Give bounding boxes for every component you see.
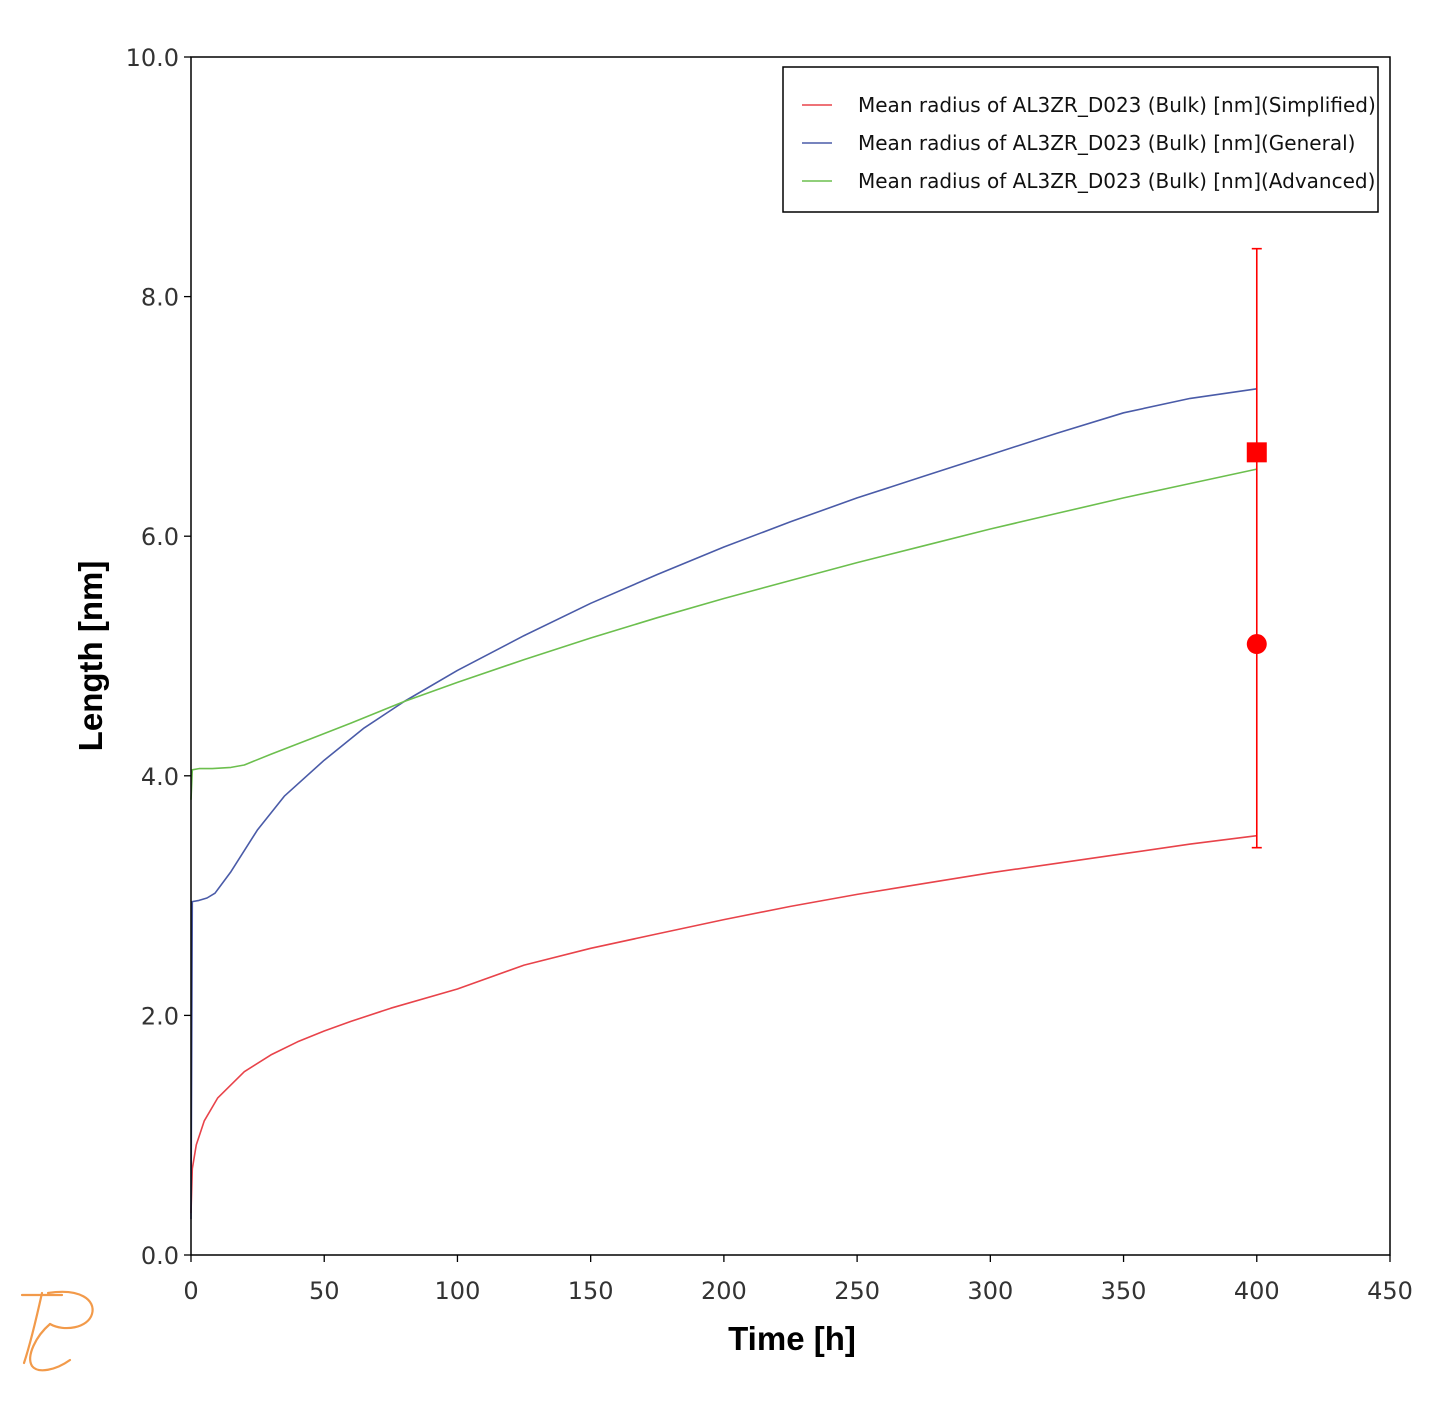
x-tick-label: 0	[183, 1277, 198, 1305]
legend-label: Mean radius of AL3ZR_D023 (Bulk) [nm](Ad…	[858, 169, 1375, 193]
x-tick-label: 250	[834, 1277, 880, 1305]
series-line-2	[190, 468, 1257, 800]
legend-label: Mean radius of AL3ZR_D023 (Bulk) [nm](Ge…	[858, 131, 1355, 155]
x-tick-label: 350	[1101, 1277, 1147, 1305]
thermo-calc-logo-icon	[20, 1290, 94, 1372]
legend-label: Mean radius of AL3ZR_D023 (Bulk) [nm](Si…	[858, 93, 1376, 117]
axes: 0 50 100 150 200 250 300 350 400 450 0.0 2.0 4.0 6.0 8…	[126, 44, 1413, 1305]
series-line-0	[190, 834, 1257, 1214]
y-tick-label: 0.0	[141, 1242, 179, 1270]
x-tick-label: 400	[1234, 1277, 1280, 1305]
plot-area	[190, 247, 1267, 1220]
data-point-circle	[1246, 634, 1267, 655]
y-tick-label: 10.0	[126, 44, 179, 72]
x-tick-label: 50	[309, 1277, 340, 1305]
x-axis-title: Time [h]	[728, 1320, 856, 1357]
y-tick-label: 4.0	[141, 763, 179, 791]
y-tick-label: 2.0	[141, 1002, 179, 1030]
legend: Mean radius of AL3ZR_D023 (Bulk) [nm](Si…	[782, 66, 1379, 213]
y-tick-label: 6.0	[141, 523, 179, 551]
plot-frame	[190, 56, 1391, 1256]
legend-box	[782, 66, 1379, 213]
x-tick-label: 200	[701, 1277, 747, 1305]
y-tick-label: 8.0	[141, 284, 179, 312]
x-tick-label: 100	[435, 1277, 481, 1305]
y-axis-title: Length [nm]	[72, 561, 109, 752]
x-tick-label: 150	[568, 1277, 614, 1305]
x-tick-label: 300	[967, 1277, 1013, 1305]
data-point-square	[1246, 442, 1267, 463]
x-tick-label: 450	[1367, 1277, 1413, 1305]
series-line-1	[190, 388, 1257, 1220]
